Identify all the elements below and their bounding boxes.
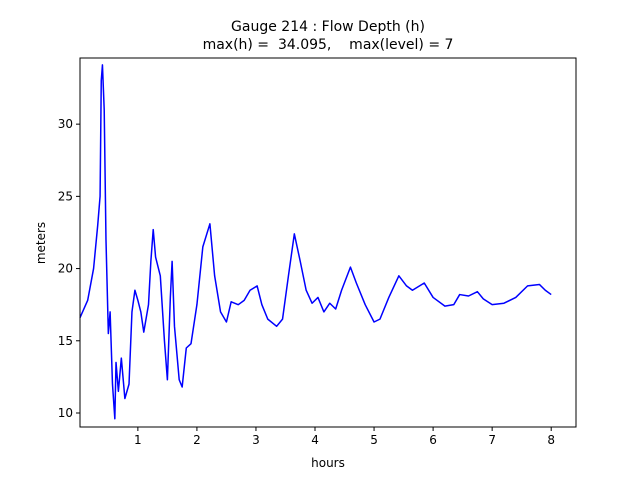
x-tick-label: 8 [547, 433, 555, 447]
x-tick-label: 4 [311, 433, 319, 447]
y-tick-label: 25 [58, 189, 73, 203]
y-tick-label: 15 [58, 334, 73, 348]
x-tick-label: 5 [370, 433, 378, 447]
x-tick-label: 2 [193, 433, 201, 447]
x-tick-label: 3 [252, 433, 260, 447]
data-line [79, 64, 552, 420]
x-axis-label: hours [311, 456, 345, 470]
x-tick-label: 1 [134, 433, 142, 447]
y-tick-label: 30 [58, 117, 73, 131]
chart-title: Gauge 214 : Flow Depth (h) [231, 19, 425, 35]
x-tick-label: 6 [429, 433, 437, 447]
plot-frame [79, 57, 577, 428]
y-tick-label: 10 [58, 406, 73, 420]
chart-subtitle: max(h) = 34.095, max(level) = 7 [203, 37, 454, 53]
y-axis-label: meters [34, 222, 48, 264]
y-tick-label: 20 [58, 262, 73, 276]
x-tick-label: 7 [488, 433, 496, 447]
